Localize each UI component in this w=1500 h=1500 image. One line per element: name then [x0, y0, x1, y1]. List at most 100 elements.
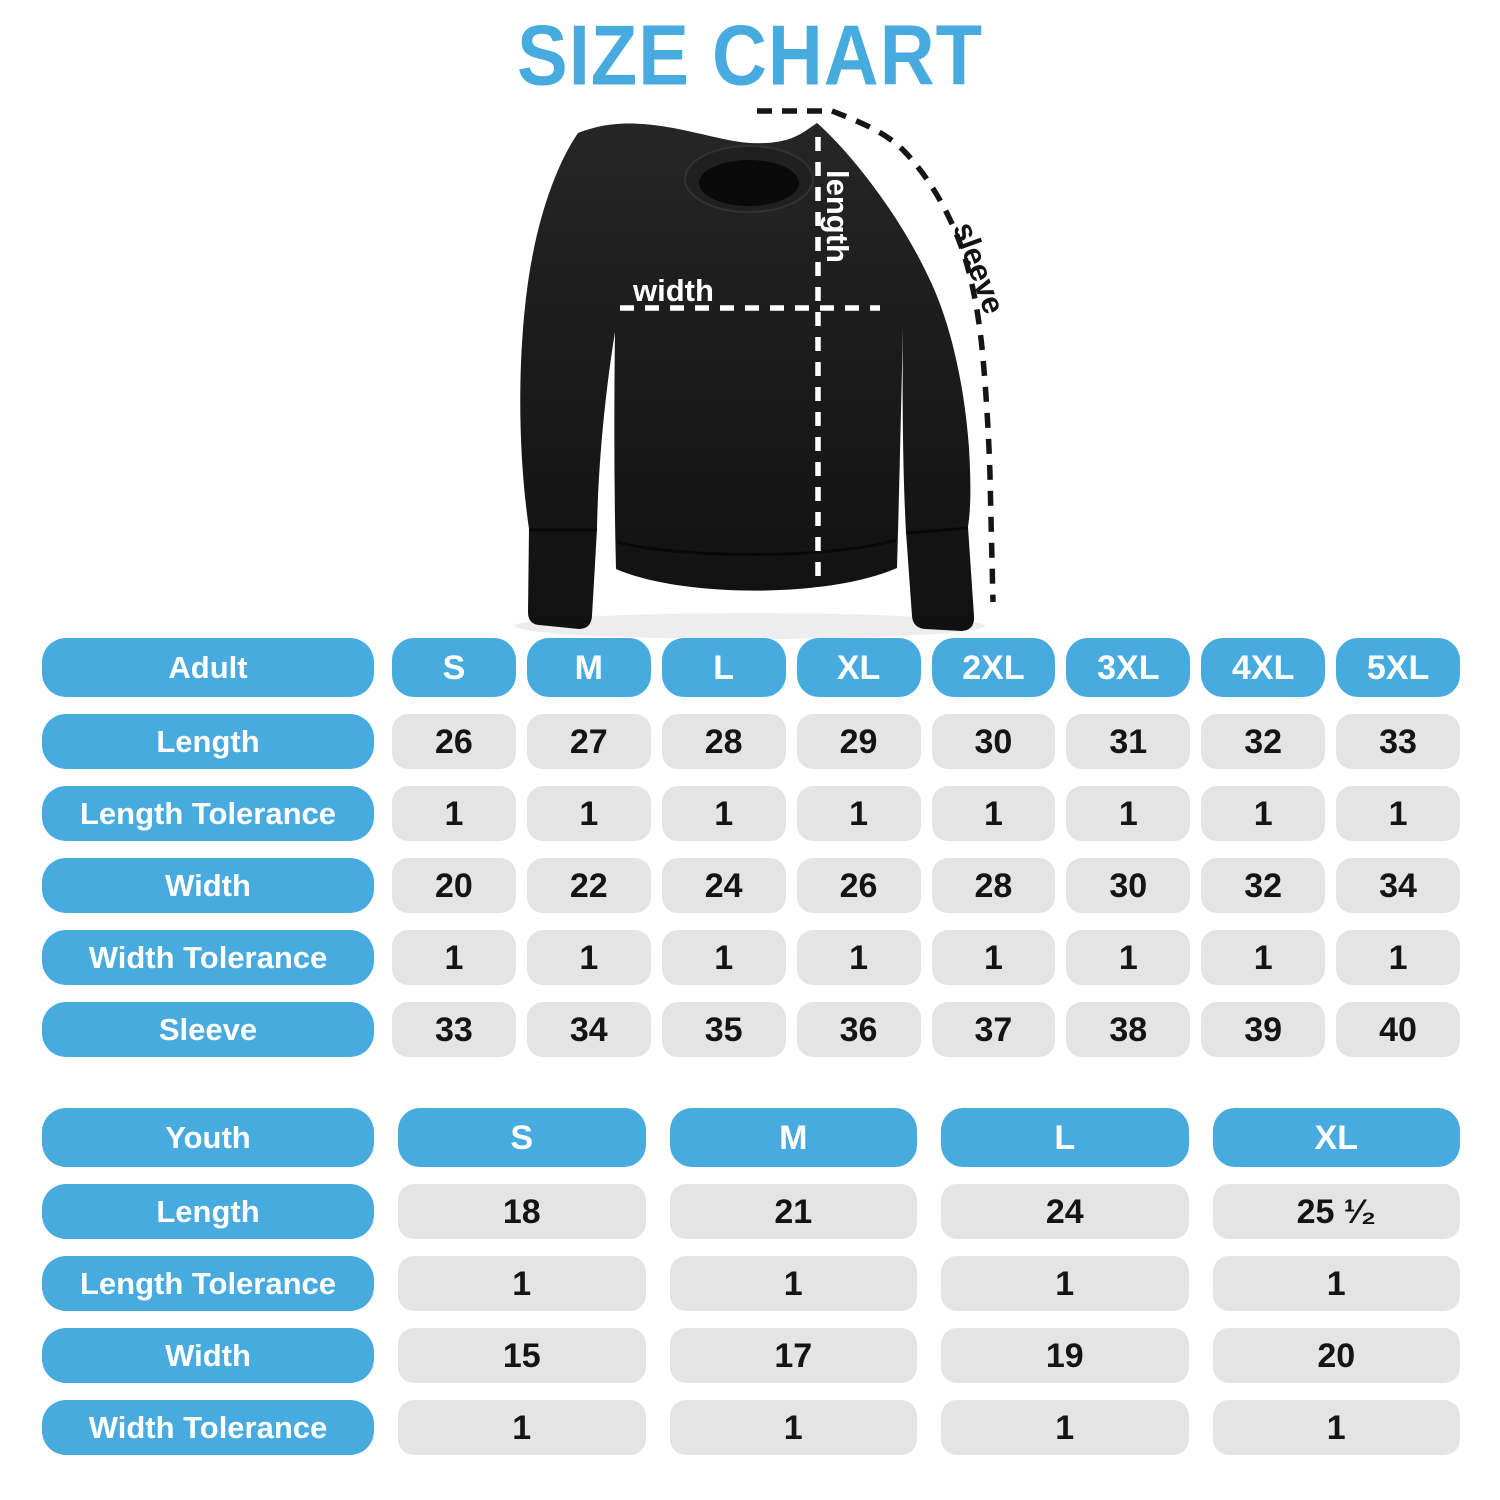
- size-header-cell: S: [392, 638, 516, 697]
- value-cell: 1: [526, 930, 651, 985]
- size-header-cell: 3XL: [1066, 638, 1191, 697]
- sleeve-label: sleeve: [946, 217, 1011, 318]
- table-row: Length Tolerance 1 1 1 1: [42, 1256, 1460, 1311]
- value-cell: 26: [392, 714, 516, 769]
- value-cell: 21: [669, 1184, 917, 1239]
- value-cell: 33: [1336, 714, 1460, 769]
- size-header-cell: XL: [796, 638, 921, 697]
- value-cell: 18: [398, 1184, 646, 1239]
- value-cell: 1: [398, 1256, 646, 1311]
- value-cell: 22: [526, 858, 651, 913]
- size-header-cell: 2XL: [931, 638, 1056, 697]
- value-cell: 24: [661, 858, 786, 913]
- value-cell: 30: [1066, 858, 1191, 913]
- value-cell: 1: [1336, 930, 1460, 985]
- value-cell: 40: [1336, 1002, 1460, 1057]
- row-label-cell: Width: [42, 1328, 374, 1383]
- table-row: Length Tolerance 1 1 1 1 1 1 1 1: [42, 786, 1460, 841]
- value-cell: 15: [398, 1328, 646, 1383]
- value-cell: 1: [1212, 1256, 1460, 1311]
- value-cell: 1: [661, 930, 786, 985]
- width-label: width: [632, 273, 714, 308]
- row-label-cell: Width Tolerance: [42, 930, 374, 985]
- length-label: length: [820, 170, 855, 263]
- table-row: Length 26 27 28 29 30 31 32 33: [42, 714, 1460, 769]
- table-row: Width Tolerance 1 1 1 1: [42, 1400, 1460, 1455]
- value-cell: 1: [661, 786, 786, 841]
- value-cell: 1: [1066, 930, 1191, 985]
- value-cell: 37: [931, 1002, 1056, 1057]
- sweatshirt-illustration: width length sleeve: [515, 108, 1012, 639]
- value-cell: 27: [526, 714, 651, 769]
- row-label-cell: Width: [42, 858, 374, 913]
- size-header-cell: L: [661, 638, 786, 697]
- sweatshirt-diagram: width length sleeve: [500, 80, 1020, 640]
- row-label-cell: Width Tolerance: [42, 1400, 374, 1455]
- table-header-row: Youth S M L XL: [42, 1108, 1460, 1167]
- value-cell: 1: [796, 930, 921, 985]
- sleeve-measure-line: [830, 108, 996, 603]
- size-header-cell: M: [526, 638, 651, 697]
- value-cell: 39: [1201, 1002, 1326, 1057]
- value-cell: 31: [1066, 714, 1191, 769]
- value-cell: 1: [796, 786, 921, 841]
- table-title-cell: Youth: [42, 1108, 374, 1167]
- ground-shadow: [515, 613, 985, 639]
- table-title-cell: Adult: [42, 638, 374, 697]
- size-header-cell: L: [941, 1108, 1189, 1167]
- value-cell: 1: [931, 786, 1056, 841]
- value-cell: 24: [941, 1184, 1189, 1239]
- value-cell: 33: [392, 1002, 516, 1057]
- value-cell: 1: [392, 930, 516, 985]
- youth-size-table: Youth S M L XL Length 18 21 24 25 ¹⁄₂ Length Toler…: [42, 1108, 1460, 1472]
- row-label-cell: Length: [42, 714, 374, 769]
- adult-size-table: Adult S M L XL 2XL 3XL 4XL 5XL Length 26 27 28 29 30 31…: [42, 638, 1460, 1074]
- value-cell: 1: [1201, 786, 1326, 841]
- value-cell: 26: [796, 858, 921, 913]
- value-cell: 1: [1212, 1400, 1460, 1455]
- row-label-cell: Length Tolerance: [42, 786, 374, 841]
- value-cell: 1: [392, 786, 516, 841]
- value-cell: 34: [526, 1002, 651, 1057]
- value-cell: 1: [398, 1400, 646, 1455]
- table-row: Width 20 22 24 26 28 30 32 34: [42, 858, 1460, 913]
- value-cell: 38: [1066, 1002, 1191, 1057]
- collar-inner: [699, 160, 799, 206]
- value-cell: 17: [669, 1328, 917, 1383]
- value-cell: 1: [1336, 786, 1460, 841]
- value-cell: 30: [931, 714, 1056, 769]
- table-row: Length 18 21 24 25 ¹⁄₂: [42, 1184, 1460, 1239]
- row-label-cell: Length: [42, 1184, 374, 1239]
- value-cell: 1: [669, 1400, 917, 1455]
- size-header-cell: M: [669, 1108, 917, 1167]
- value-cell: 35: [661, 1002, 786, 1057]
- value-cell: 32: [1201, 714, 1326, 769]
- value-cell: 28: [661, 714, 786, 769]
- value-cell: 1: [526, 786, 651, 841]
- value-cell: 32: [1201, 858, 1326, 913]
- hem-seam: [616, 538, 897, 556]
- value-cell: 1: [669, 1256, 917, 1311]
- value-cell: 1: [941, 1400, 1189, 1455]
- value-cell: 20: [392, 858, 516, 913]
- size-header-cell: 5XL: [1336, 638, 1460, 697]
- row-label-cell: Length Tolerance: [42, 1256, 374, 1311]
- value-cell: 1: [1066, 786, 1191, 841]
- table-row: Width Tolerance 1 1 1 1 1 1 1 1: [42, 930, 1460, 985]
- right-cuff-seam: [905, 526, 969, 535]
- value-cell: 34: [1336, 858, 1460, 913]
- page-title: SIZE CHART: [517, 8, 983, 104]
- table-row: Width 15 17 19 20: [42, 1328, 1460, 1383]
- size-header-cell: S: [398, 1108, 646, 1167]
- value-cell: 19: [941, 1328, 1189, 1383]
- size-header-cell: 4XL: [1201, 638, 1326, 697]
- table-header-row: Adult S M L XL 2XL 3XL 4XL 5XL: [42, 638, 1460, 697]
- value-cell: 1: [941, 1256, 1189, 1311]
- value-cell: 25 ¹⁄₂: [1212, 1184, 1460, 1239]
- row-label-cell: Sleeve: [42, 1002, 374, 1057]
- value-cell: 1: [1201, 930, 1326, 985]
- value-cell: 20: [1212, 1328, 1460, 1383]
- table-row: Sleeve 33 34 35 36 37 38 39 40: [42, 1002, 1460, 1057]
- value-cell: 1: [931, 930, 1056, 985]
- sweatshirt-body: [520, 123, 975, 631]
